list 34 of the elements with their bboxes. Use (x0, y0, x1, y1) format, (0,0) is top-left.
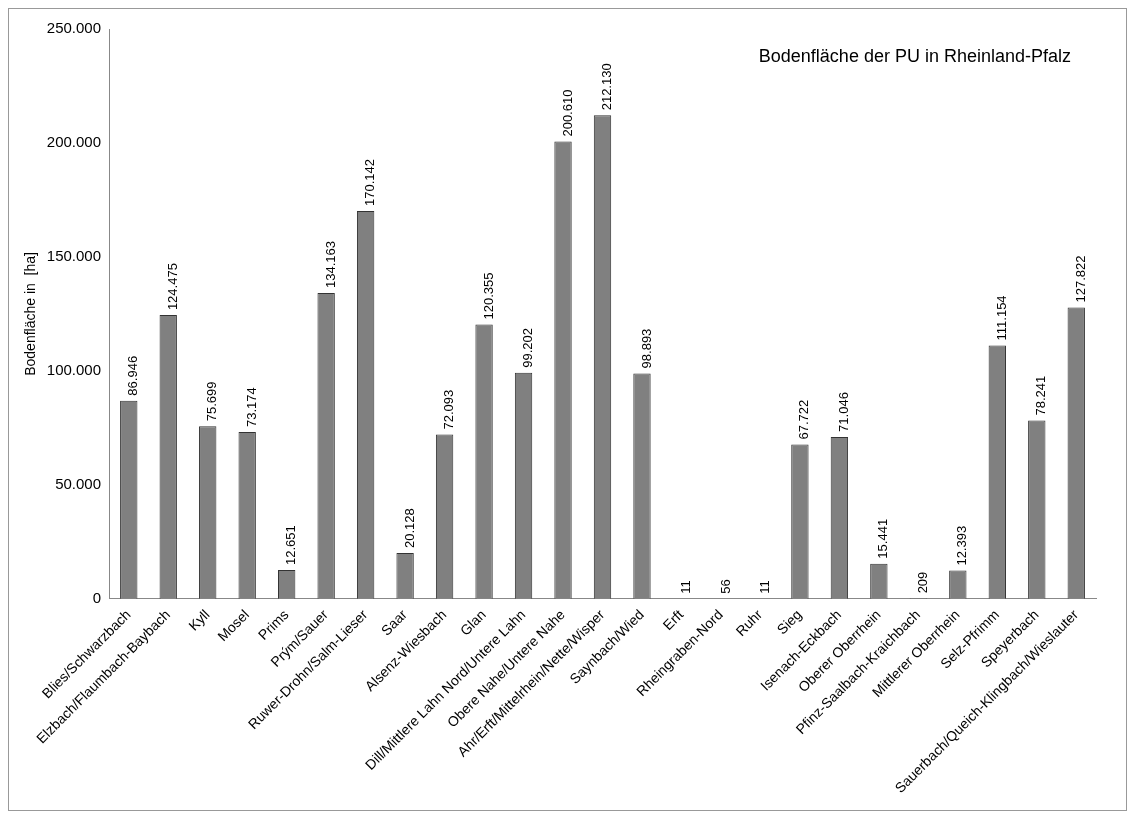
data-label: 72.093 (441, 389, 457, 430)
data-label: 127.822 (1072, 255, 1088, 303)
y-tick-label: 200.000 (46, 133, 102, 151)
y-tick-label: 50.000 (55, 475, 102, 493)
y-tick-label: 100.000 (46, 361, 102, 379)
data-label: 134.163 (322, 241, 338, 289)
data-label: 12.393 (954, 525, 970, 566)
y-axis-title: Bodenfläche in [ha] (22, 252, 39, 376)
data-label: 75.699 (204, 381, 220, 422)
data-label: 73.174 (243, 387, 259, 428)
data-label: 170.142 (362, 159, 378, 207)
y-tick-label: 250.000 (46, 19, 102, 37)
x-tick-label: Kyll (185, 606, 213, 634)
data-label: 78.241 (1033, 375, 1049, 416)
text: Bodenfläche der PU in Rheinland-Pfalz (758, 45, 1071, 66)
data-label: 12.651 (283, 525, 299, 565)
data-label: 212.130 (599, 63, 615, 111)
data-label: 67.722 (796, 399, 812, 440)
data-label: 124.475 (164, 263, 180, 311)
data-label: 200.610 (559, 89, 575, 137)
data-label: 98.893 (638, 328, 654, 369)
data-label: 99.202 (520, 327, 536, 368)
data-label: 11 (678, 580, 694, 594)
data-label: 15.441 (875, 518, 891, 559)
data-label: 86.946 (125, 355, 141, 396)
y-tick-label: 150.000 (46, 247, 102, 265)
data-label: 20.128 (401, 508, 417, 548)
data-label: 209 (914, 571, 930, 594)
data-label: 111.154 (993, 295, 1009, 341)
data-label: 11 (757, 580, 773, 594)
data-label: 120.355 (480, 272, 496, 320)
y-tick-label: 0 (92, 588, 102, 606)
data-label: 71.046 (835, 392, 851, 432)
data-label: 56 (717, 579, 733, 594)
